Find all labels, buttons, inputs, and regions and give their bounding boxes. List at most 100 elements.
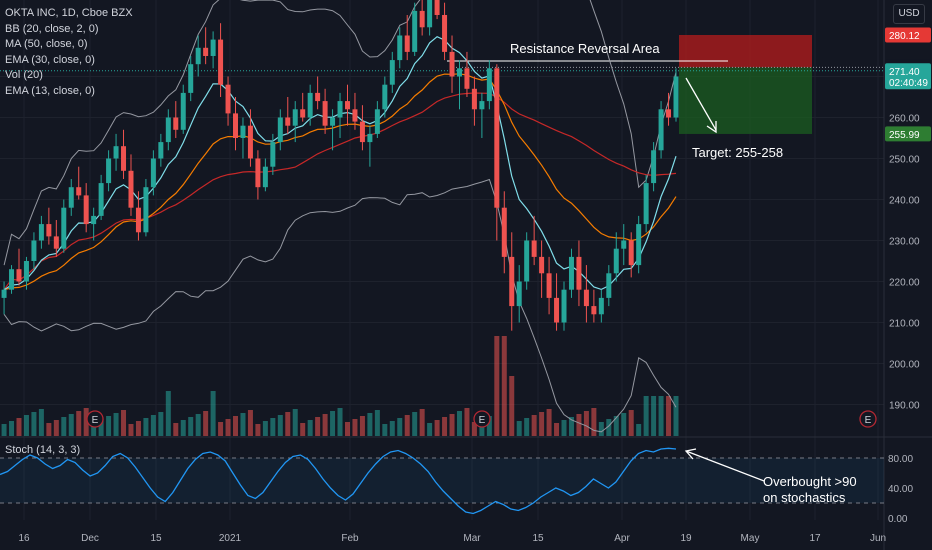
volume-bar <box>494 336 500 436</box>
volume-bar <box>583 411 589 436</box>
candle-body <box>53 236 59 249</box>
annotations: Resistance Reversal Area Target: 255-258 O… <box>510 41 857 505</box>
volume-bar <box>233 416 239 436</box>
candle-body <box>76 187 82 196</box>
candle-body <box>128 170 134 208</box>
price-label: 271.40 <box>889 67 920 78</box>
time-tick: Jun <box>870 533 886 544</box>
candle-body <box>613 248 619 274</box>
volume-bar <box>300 423 306 436</box>
candle-body <box>233 113 239 138</box>
volume-bar <box>352 419 358 436</box>
candle-body <box>666 109 672 118</box>
candle-body <box>16 269 22 282</box>
price-label: 255.99 <box>889 130 920 141</box>
price-tick: 240.00 <box>889 195 920 206</box>
volume-bar <box>501 336 507 436</box>
candle-body <box>188 64 194 93</box>
volume-bar <box>367 413 373 436</box>
volume-bar <box>628 410 634 436</box>
volume-bar <box>150 415 156 436</box>
candle-body <box>389 60 395 85</box>
volume-bar <box>31 412 37 436</box>
candle-body <box>643 183 649 225</box>
price-tick: 220.00 <box>889 277 920 288</box>
time-tick: Dec <box>81 533 99 544</box>
stoch-legend[interactable]: Stoch (14, 3, 3) <box>5 444 81 456</box>
legend-symbol[interactable]: OKTA INC, 1D, Cboe BZX <box>5 7 133 19</box>
candle-body <box>31 240 37 261</box>
legend-ema13[interactable]: EMA (13, close, 0) <box>5 84 95 97</box>
candle-body <box>143 187 149 233</box>
stoch-k-line <box>0 447 677 515</box>
price-label-timer: 02:40:49 <box>889 78 928 89</box>
candle-body <box>561 289 567 323</box>
candle-body <box>285 117 291 126</box>
candle-body <box>98 183 104 216</box>
volume-bar <box>442 417 448 436</box>
volume-bar <box>449 414 455 436</box>
candle-body <box>106 158 112 184</box>
candle-body <box>598 297 604 315</box>
candle-body <box>651 150 657 184</box>
candle-body <box>464 68 470 89</box>
candle-body <box>456 68 462 77</box>
legend-ma[interactable]: MA (50, close, 0) <box>5 38 88 50</box>
volume-bar <box>262 421 268 436</box>
volume-bar <box>203 411 209 436</box>
volume-bar <box>46 423 52 436</box>
stoch-tick: 0.00 <box>888 514 908 525</box>
volume-bar <box>374 410 380 436</box>
legend-ema30[interactable]: EMA (30, close, 0) <box>5 53 95 66</box>
candle-body <box>636 224 642 266</box>
volume-bar <box>247 410 253 436</box>
stochastic-pane: 80.00 40.00 0.00 <box>0 447 913 525</box>
legend-bb[interactable]: BB (20, close, 2, 0) <box>5 22 99 35</box>
candle-body <box>203 47 209 56</box>
candle-body <box>173 117 179 130</box>
candle-body <box>591 306 597 315</box>
candle-body <box>322 101 328 126</box>
candle-body <box>434 0 440 15</box>
volume-bar <box>651 396 657 436</box>
candle-body <box>158 142 164 159</box>
candle-body <box>61 207 67 249</box>
time-tick: May <box>741 533 760 544</box>
candle-body <box>471 88 477 110</box>
price-tick: 190.00 <box>889 400 920 411</box>
volume-bar <box>188 417 194 436</box>
candle-body <box>449 51 455 77</box>
legend-vol[interactable]: Vol (20) <box>5 69 43 81</box>
volume-bar <box>419 409 425 436</box>
stoch-tick: 40.00 <box>888 484 913 495</box>
zones <box>0 35 884 134</box>
candle-body <box>486 68 492 102</box>
overbought-label-1: Overbought >90 <box>763 474 857 489</box>
candle-body <box>180 92 186 130</box>
volume-bar <box>613 416 619 436</box>
currency-button[interactable]: USD <box>893 4 925 24</box>
candle-body <box>9 269 15 290</box>
candle-body <box>568 256 574 290</box>
candle-body <box>240 125 246 138</box>
candle-body <box>606 273 612 298</box>
earnings-label: E <box>92 415 99 426</box>
volume-bar <box>464 408 470 436</box>
volume-bar <box>434 420 440 436</box>
candle-body <box>427 0 433 28</box>
volume-bar <box>173 423 179 436</box>
volume-bar <box>143 418 149 436</box>
candle-body <box>121 146 127 171</box>
indicator-legend: OKTA INC, 1D, Cboe BZX BB (20, close, 2,… <box>5 6 133 99</box>
candle-body <box>38 224 44 241</box>
candle-body <box>337 101 343 118</box>
volume-bar <box>658 396 664 436</box>
volume-bar <box>539 412 545 436</box>
volume-bar <box>598 422 604 436</box>
earnings-label: E <box>479 415 486 426</box>
volume-bar <box>38 409 44 436</box>
candle-body <box>531 240 537 257</box>
volume-bar <box>9 421 15 436</box>
